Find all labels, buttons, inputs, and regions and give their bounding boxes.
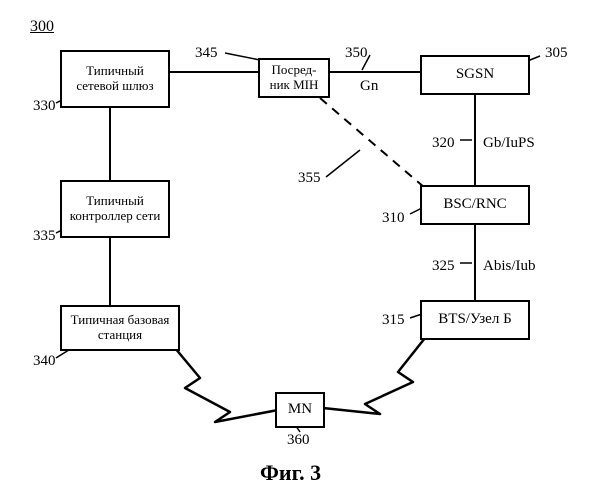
ref-305: 305 (545, 45, 568, 62)
ref-330: 330 (33, 98, 56, 115)
figure-caption: Фиг. 3 (260, 460, 321, 486)
figure-ref: 300 (30, 18, 54, 36)
ref-350: 350 (345, 45, 368, 62)
node-bsc-rnc: BSC/RNC (420, 185, 530, 225)
edge-label-gn: Gn (360, 78, 378, 95)
ref-340: 340 (33, 353, 56, 370)
node-bts: BTS/Узел Б (420, 300, 530, 340)
node-base-station: Типичная базовая станция (60, 305, 180, 351)
node-mn: MN (275, 392, 325, 428)
leader-355 (326, 150, 360, 177)
ref-320: 320 (432, 135, 455, 152)
node-gateway: Типичный сетевой шлюз (60, 50, 170, 108)
ref-355: 355 (298, 170, 321, 187)
node-controller: Типичный контроллер сети (60, 180, 170, 238)
ref-315: 315 (382, 312, 405, 329)
node-mih: Посред- ник MIH (258, 58, 330, 98)
ref-325: 325 (432, 258, 455, 275)
ref-345: 345 (195, 45, 218, 62)
node-sgsn: SGSN (420, 55, 530, 95)
leader-345 (225, 53, 260, 60)
ref-310: 310 (382, 210, 405, 227)
diagram-canvas: 300 Типичный сетевой шлюз 330 Типичный к… (0, 0, 599, 500)
edge-label-abis-iub: Abis/Iub (483, 258, 536, 275)
ref-335: 335 (33, 228, 56, 245)
ref-360: 360 (287, 432, 310, 449)
wireless-link-left (175, 348, 278, 422)
edge-label-gb-iups: Gb/IuPS (483, 135, 535, 152)
wireless-link-right (323, 338, 425, 414)
edge-mih-bsc (320, 98, 425, 188)
